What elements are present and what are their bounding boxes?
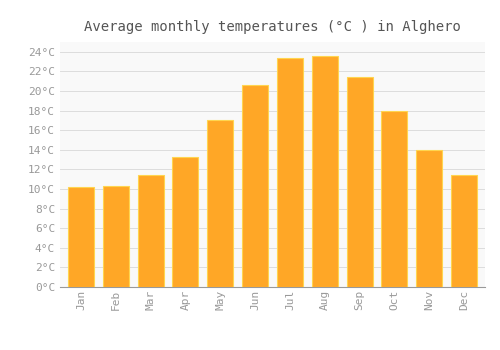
Bar <box>242 85 268 287</box>
Bar <box>207 120 234 287</box>
Bar <box>102 186 129 287</box>
Bar <box>416 150 442 287</box>
Bar <box>382 111 407 287</box>
Bar <box>172 157 199 287</box>
Bar <box>451 175 477 287</box>
Bar <box>277 58 303 287</box>
Bar <box>138 175 164 287</box>
Bar <box>346 77 372 287</box>
Bar <box>68 187 94 287</box>
Bar <box>312 56 338 287</box>
Title: Average monthly temperatures (°C ) in Alghero: Average monthly temperatures (°C ) in Al… <box>84 20 461 34</box>
